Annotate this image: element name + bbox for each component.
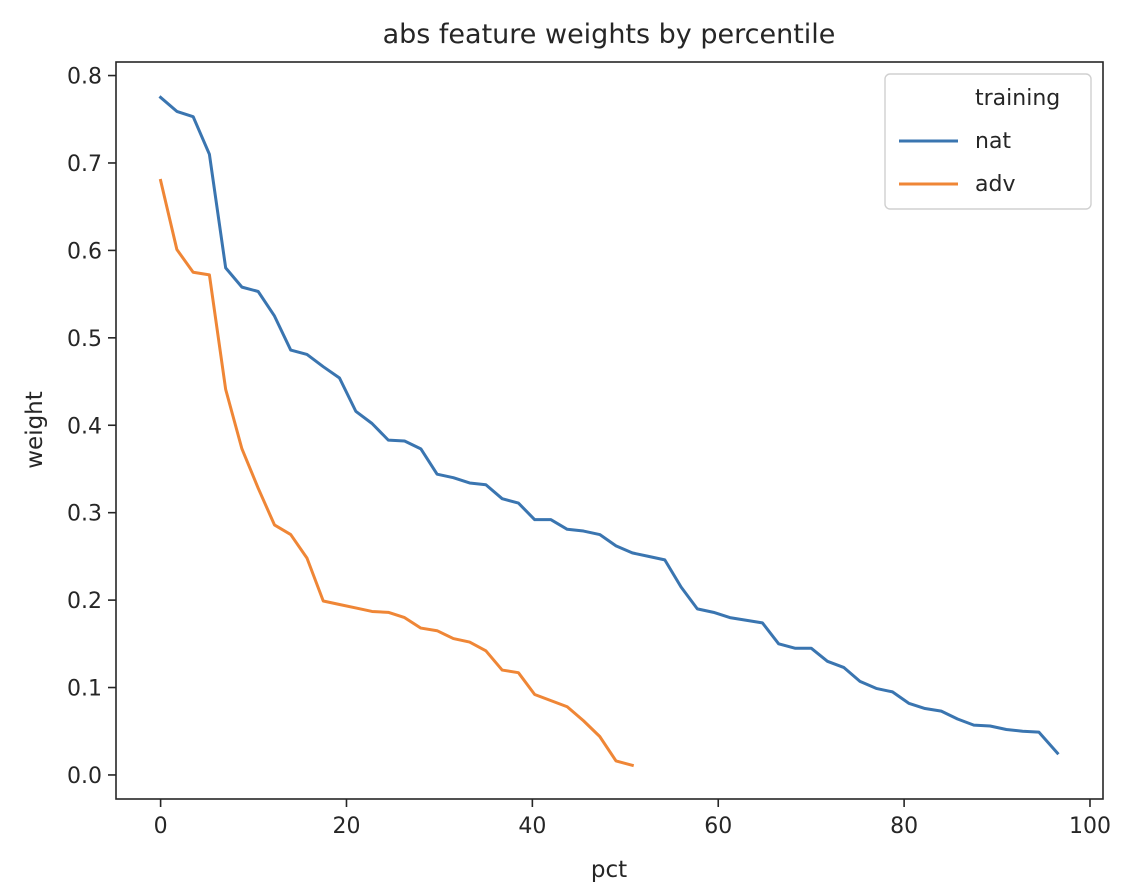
y-axis-label: weight <box>22 391 48 469</box>
series-line-nat <box>158 95 1060 756</box>
legend-frame <box>884 73 1092 210</box>
y-axis: 0.0 0.1 0.2 0.3 0.4 0.5 0.6 0.7 0.8 <box>67 65 116 789</box>
series-line-adv <box>158 178 635 768</box>
x-tick-label: 60 <box>704 814 732 839</box>
x-axis: 0 20 40 60 80 100 <box>154 799 1111 839</box>
plot-frame <box>115 61 1104 800</box>
y-tick-label: 0.3 <box>67 502 102 527</box>
y-tick-label: 0.6 <box>67 239 102 264</box>
x-tick-label: 80 <box>890 814 918 839</box>
y-tick-label: 0.8 <box>67 65 102 90</box>
plot-lines <box>158 95 1060 768</box>
x-axis-label: pct <box>591 857 627 883</box>
y-tick-label: 0.4 <box>67 414 102 439</box>
y-tick-label: 0.1 <box>67 677 102 702</box>
chart-title: abs feature weights by percentile <box>383 19 836 50</box>
y-tick-label: 0.7 <box>67 152 102 177</box>
legend: training nat adv <box>884 73 1092 210</box>
legend-label-adv: adv <box>975 172 1015 197</box>
legend-title: training <box>975 86 1060 111</box>
x-tick-label: 100 <box>1069 814 1111 839</box>
y-tick-label: 0.5 <box>67 327 102 352</box>
x-tick-label: 20 <box>332 814 360 839</box>
legend-label-nat: nat <box>975 129 1011 154</box>
y-tick-label: 0.2 <box>67 589 102 614</box>
x-tick-label: 40 <box>518 814 546 839</box>
y-tick-label: 0.0 <box>67 764 102 789</box>
x-tick-label: 0 <box>154 814 168 839</box>
